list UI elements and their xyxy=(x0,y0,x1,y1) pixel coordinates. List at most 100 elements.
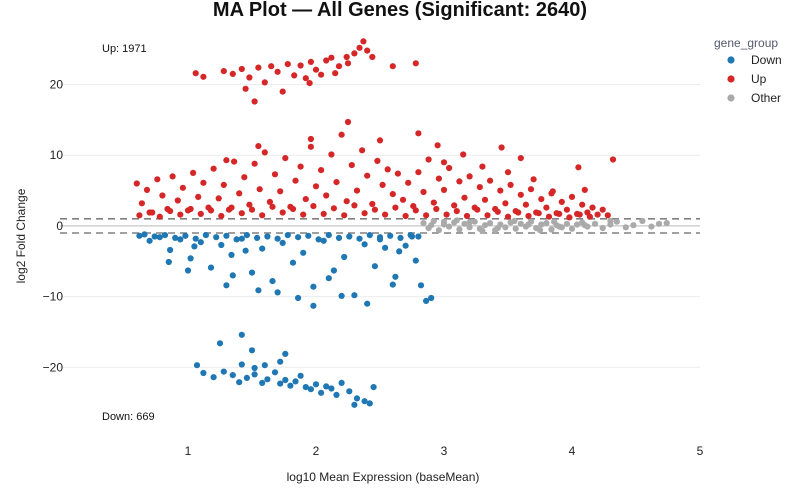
data-point-up xyxy=(159,192,166,199)
data-point-up xyxy=(200,73,207,80)
data-point-up xyxy=(504,169,512,176)
data-point-up xyxy=(238,65,245,73)
legend-title: gene_group xyxy=(714,36,778,50)
data-point-up xyxy=(292,177,299,184)
data-point-up xyxy=(563,206,571,213)
data-point-up xyxy=(207,207,215,214)
data-point-up xyxy=(446,164,453,172)
legend-label-up: Up xyxy=(751,72,767,86)
data-point-up xyxy=(229,70,236,77)
data-point-up xyxy=(323,57,330,64)
data-point-other xyxy=(663,220,670,227)
y-tick-label: 20 xyxy=(50,78,64,92)
data-point-down xyxy=(218,241,225,249)
data-point-up xyxy=(351,50,358,57)
data-point-down xyxy=(382,244,389,251)
data-point-other xyxy=(502,224,509,231)
data-point-other xyxy=(466,219,473,226)
data-point-up xyxy=(451,202,458,209)
data-point-other xyxy=(456,226,463,233)
data-point-up xyxy=(415,130,422,137)
data-point-down xyxy=(197,239,204,246)
data-point-other xyxy=(591,220,599,227)
data-point-up xyxy=(420,188,427,196)
data-point-down xyxy=(396,248,403,255)
data-point-up xyxy=(251,160,258,167)
data-point-other xyxy=(568,225,576,232)
data-point-down xyxy=(402,242,409,249)
data-point-up xyxy=(576,211,583,218)
data-point-up xyxy=(341,212,348,219)
data-point-up xyxy=(289,205,297,213)
data-point-up xyxy=(332,70,339,77)
data-point-up xyxy=(371,206,378,213)
data-point-up xyxy=(307,143,314,150)
data-point-down xyxy=(302,384,309,391)
data-point-up xyxy=(177,211,184,218)
legend-label-down: Down xyxy=(751,53,782,67)
data-point-other xyxy=(613,218,620,225)
data-point-down xyxy=(292,378,299,385)
data-point-up xyxy=(328,151,335,158)
data-point-down xyxy=(277,358,284,365)
data-point-up xyxy=(374,157,381,164)
data-point-up xyxy=(348,162,355,169)
data-point-other xyxy=(511,217,518,225)
data-point-other xyxy=(481,222,489,229)
data-point-up xyxy=(568,193,576,200)
data-point-up xyxy=(271,171,279,178)
data-point-down xyxy=(320,237,327,244)
data-point-down xyxy=(229,272,236,279)
data-point-up xyxy=(423,212,430,219)
data-point-up xyxy=(210,165,217,172)
data-point-up xyxy=(174,197,181,204)
data-point-down xyxy=(161,232,169,239)
data-point-down xyxy=(423,297,430,304)
data-point-other xyxy=(517,220,524,227)
data-point-up xyxy=(466,173,473,180)
data-point-down xyxy=(407,232,414,239)
data-point-down xyxy=(361,398,368,405)
data-point-up xyxy=(589,204,596,211)
data-point-up xyxy=(291,72,298,79)
data-point-other xyxy=(536,227,544,234)
data-point-down xyxy=(251,371,258,378)
data-point-up xyxy=(284,61,291,68)
data-point-up xyxy=(425,156,432,163)
data-point-up xyxy=(251,98,258,105)
data-point-down xyxy=(305,232,312,239)
data-point-up xyxy=(586,213,594,220)
data-point-up xyxy=(594,211,601,218)
legend-swatch-other xyxy=(727,94,735,102)
data-point-up xyxy=(238,210,245,217)
data-point-up xyxy=(344,118,352,126)
data-points xyxy=(133,38,670,408)
data-point-up xyxy=(310,203,317,210)
data-point-down xyxy=(353,395,361,402)
data-point-up xyxy=(156,213,163,220)
data-point-up xyxy=(525,212,532,220)
data-point-up xyxy=(200,179,207,186)
data-point-down xyxy=(146,237,153,244)
data-point-down xyxy=(207,264,215,271)
data-point-up xyxy=(476,184,483,191)
data-point-down xyxy=(371,263,378,270)
data-point-up xyxy=(535,210,542,217)
data-point-down xyxy=(415,233,422,240)
data-point-up xyxy=(192,70,199,77)
data-point-up xyxy=(220,68,227,75)
x-tick-label: 5 xyxy=(697,444,704,458)
data-point-up xyxy=(556,210,563,217)
data-point-up xyxy=(440,159,448,166)
data-point-up xyxy=(197,210,204,217)
data-point-up xyxy=(412,60,419,67)
data-point-up xyxy=(195,193,202,200)
data-point-down xyxy=(325,232,332,239)
data-point-up xyxy=(328,54,335,61)
data-point-down xyxy=(370,384,377,391)
data-point-up xyxy=(259,212,266,219)
data-point-up xyxy=(169,173,176,180)
data-point-down xyxy=(255,287,262,294)
data-point-down xyxy=(200,369,207,377)
data-point-other xyxy=(479,227,486,234)
